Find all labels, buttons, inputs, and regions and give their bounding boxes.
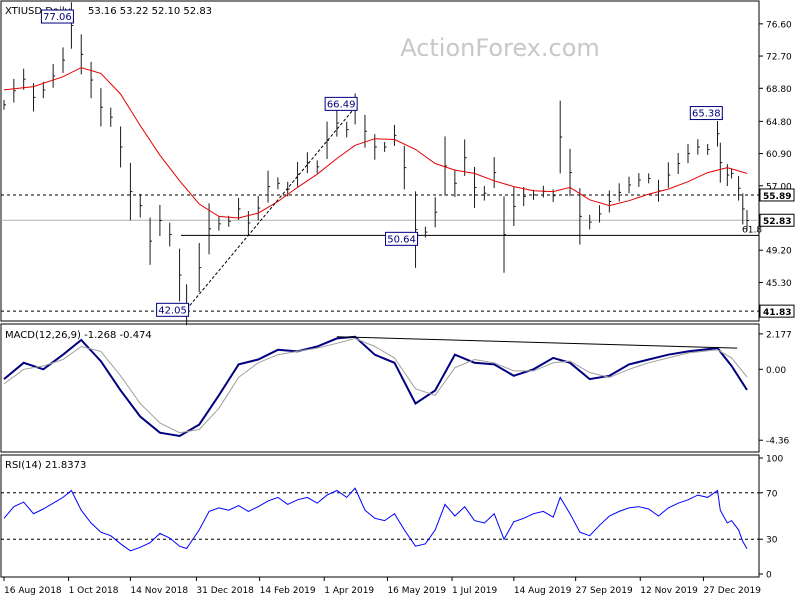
trendline (186, 107, 356, 310)
x-tick-label: 16 May 2019 (387, 586, 446, 596)
rsi-series-line (3, 487, 748, 552)
watermark: ActionForex.com (400, 34, 600, 62)
price-badge-label: 55.89 (763, 192, 791, 202)
x-tick-label: 14 Aug 2019 (514, 586, 572, 596)
macd-series-line (3, 335, 748, 438)
y-tick-label: 72.70 (766, 53, 792, 63)
macd-panel-frame (0, 323, 760, 453)
price-series-line (3, 67, 748, 219)
x-tick-label: 1 Apr 2019 (324, 586, 374, 596)
x-tick-label: 27 Dec 2019 (703, 586, 761, 596)
rsi-label: RSI(14) 21.8373 (5, 460, 86, 471)
y-tick-label: 70 (766, 489, 778, 499)
annotation-label: 50.64 (387, 234, 416, 245)
trendline (336, 336, 738, 349)
annotation-label: 77.06 (43, 12, 72, 23)
y-tick-label: 64.80 (766, 118, 792, 128)
price-badge (759, 188, 795, 202)
price-badge-label: 52.83 (763, 217, 791, 227)
annotation-label: 42.05 (158, 305, 187, 316)
y-tick-label: 0 (766, 571, 772, 581)
y-tick-label: 30 (766, 536, 778, 546)
rsi-panel: 100 70 30 0 (1, 455, 783, 581)
macd-series-line (3, 337, 748, 434)
x-tick-label: 14 Nov 2018 (130, 586, 188, 596)
x-tick-label: 12 Nov 2019 (640, 586, 698, 596)
macd-panel: 2.177 0.00 -4.36 (3, 330, 792, 447)
annotation-label: 66.49 (327, 99, 356, 110)
y-tick-label: 60.90 (766, 150, 792, 160)
price-badge-label: 41.83 (763, 308, 791, 318)
price-badge (759, 213, 795, 227)
y-tick-label: 76.60 (766, 20, 792, 30)
x-axis: 16 Aug 2018 1 Oct 2018 14 Nov 2018 31 Dec 2… (3, 577, 761, 596)
macd-label: MACD(12,26,9) -1.268 -0.474 (5, 330, 152, 341)
annotation-box (385, 231, 419, 246)
price-badge (759, 304, 795, 318)
symbol-label: XTIUSD,Daily (5, 6, 71, 17)
annotation-box (156, 302, 190, 317)
rsi-panel-frame (0, 454, 760, 578)
annotation-box (324, 96, 358, 111)
y-tick-label: 68.80 (766, 85, 792, 95)
y-tick-label: 2.177 (766, 330, 792, 340)
y-tick-label: 57.00 (766, 182, 792, 192)
annotation-label: 65.38 (692, 109, 721, 120)
y-tick-label: 49.20 (766, 247, 792, 257)
fib-label: 61.8 (742, 225, 762, 235)
x-tick-label: 16 Aug 2018 (4, 586, 62, 596)
y-tick-label: 0.00 (766, 366, 786, 376)
y-tick-label: -4.36 (766, 437, 790, 447)
annotation-box (689, 106, 723, 121)
y-tick-label: 100 (766, 455, 783, 465)
x-tick-label: 31 Dec 2018 (196, 586, 254, 596)
x-tick-label: 1 Oct 2018 (69, 586, 119, 596)
x-tick-label: 1 Jul 2019 (452, 586, 497, 596)
price-panel: 76.6072.7068.8064.8060.9057.0053.1049.20… (1, 2, 795, 326)
price-panel-frame (0, 0, 760, 322)
annotation-box (40, 9, 74, 24)
x-tick-label: 14 Feb 2019 (260, 586, 316, 596)
y-tick-label: 45.30 (766, 279, 792, 289)
x-tick-label: 27 Sep 2019 (576, 586, 633, 596)
ohlc-label: 53.16 53.22 52.10 52.83 (88, 6, 212, 17)
